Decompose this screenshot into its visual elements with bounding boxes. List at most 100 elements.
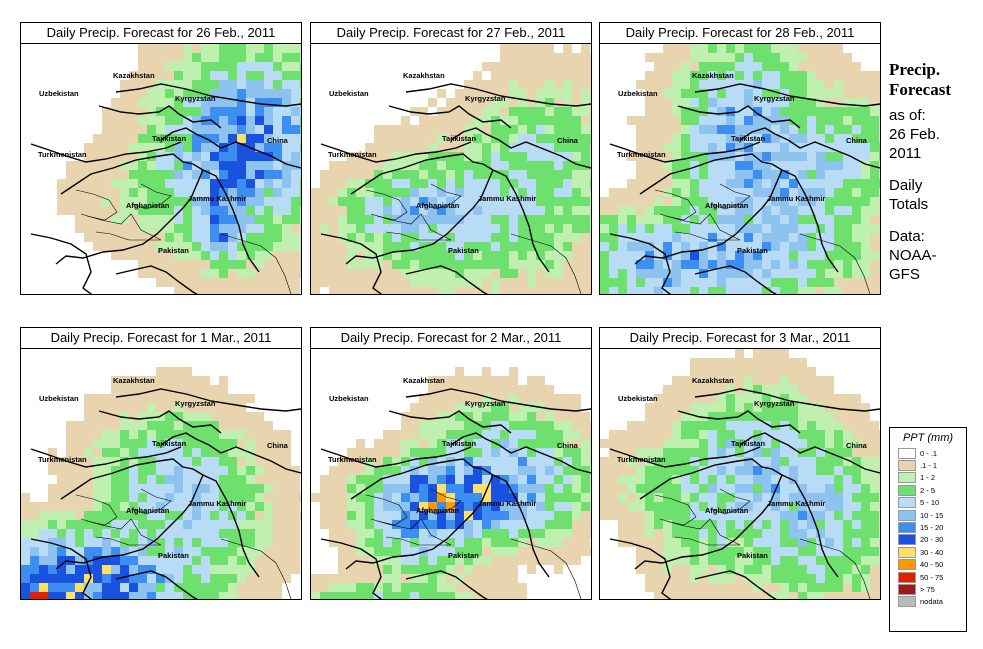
- precip-cell: [419, 251, 428, 260]
- legend-row: 2 - 5: [890, 484, 966, 496]
- precip-cell: [518, 161, 527, 170]
- border-line: [115, 83, 301, 107]
- precip-cell: [618, 457, 627, 466]
- precip-cell: [545, 502, 554, 511]
- precip-cell: [870, 439, 879, 448]
- precip-cell: [654, 529, 663, 538]
- precip-cell: [518, 89, 527, 98]
- precip-cell: [264, 583, 273, 592]
- precip-cell: [807, 107, 816, 116]
- precip-cell: [834, 260, 843, 269]
- precip-cell: [329, 242, 338, 251]
- precip-cell: [437, 457, 446, 466]
- precip-cell: [663, 233, 672, 242]
- precip-cell: [356, 592, 365, 599]
- precip-cell: [744, 161, 753, 170]
- precip-cell: [825, 538, 834, 547]
- precip-cell: [300, 107, 301, 116]
- precip-cell: [48, 556, 57, 565]
- precip-cell: [681, 269, 690, 278]
- precip-cell: [138, 170, 147, 179]
- precip-cell: [374, 556, 383, 565]
- precip-cell: [201, 475, 210, 484]
- precip-cell: [356, 233, 365, 242]
- label-pakistan: Pakistan: [737, 551, 768, 560]
- precip-cell: [428, 197, 437, 206]
- precip-cell: [735, 206, 744, 215]
- precip-cell: [708, 269, 717, 278]
- precip-cell: [771, 188, 780, 197]
- precip-cell: [545, 179, 554, 188]
- precip-cell: [572, 448, 581, 457]
- precip-cell: [165, 556, 174, 565]
- precip-cell: [600, 242, 609, 251]
- precip-cell: [255, 170, 264, 179]
- precip-cell: [699, 215, 708, 224]
- precip-cell: [581, 44, 590, 53]
- precip-cell: [201, 260, 210, 269]
- precip-cell: [237, 62, 246, 71]
- border-line: [98, 105, 222, 129]
- precip-cell: [75, 179, 84, 188]
- precip-cell: [708, 44, 717, 53]
- precip-cell: [870, 116, 879, 125]
- precip-cell: [717, 188, 726, 197]
- precip-cell: [464, 403, 473, 412]
- precip-cell: [464, 170, 473, 179]
- precip-cell: [255, 251, 264, 260]
- precip-cell: [129, 125, 138, 134]
- precip-cell: [609, 206, 618, 215]
- precip-cell: [138, 53, 147, 62]
- panel-title: Daily Precip. Forecast for 1 Mar., 2011: [21, 328, 301, 349]
- precip-cell: [437, 215, 446, 224]
- precip-cell: [455, 242, 464, 251]
- precip-cell: [228, 287, 237, 294]
- label-uzbekistan: Uzbekistan: [618, 89, 658, 98]
- precip-cell: [455, 403, 464, 412]
- precip-cell: [219, 62, 228, 71]
- precip-cell: [93, 421, 102, 430]
- precip-cell: [282, 457, 291, 466]
- precip-cell: [84, 529, 93, 538]
- precip-cell: [870, 502, 879, 511]
- precip-cell: [84, 421, 93, 430]
- precip-cell: [581, 224, 590, 233]
- precip-cell: [717, 260, 726, 269]
- precip-cell: [129, 134, 138, 143]
- label-kyrgyzstan: Kyrgyzstan: [754, 94, 795, 103]
- precip-cell: [852, 547, 861, 556]
- precip-cell: [663, 430, 672, 439]
- precip-cell: [618, 269, 627, 278]
- precip-cell: [600, 278, 609, 287]
- precip-cell: [255, 502, 264, 511]
- precip-cell: [102, 556, 111, 565]
- precip-cell: [165, 116, 174, 125]
- precip-cell: [138, 80, 147, 89]
- precip-cell: [374, 502, 383, 511]
- precip-cell: [174, 116, 183, 125]
- precip-cell: [572, 152, 581, 161]
- precip-cell: [618, 224, 627, 233]
- precip-cell: [627, 179, 636, 188]
- precip-cell: [735, 466, 744, 475]
- precip-cell: [672, 430, 681, 439]
- precip-cell: [672, 457, 681, 466]
- precip-cell: [491, 260, 500, 269]
- precip-cell: [636, 466, 645, 475]
- precip-cell: [753, 233, 762, 242]
- precip-cell: [545, 547, 554, 556]
- precip-cell: [563, 107, 572, 116]
- precip-cell: [329, 484, 338, 493]
- precip-cell: [825, 260, 834, 269]
- precip-cell: [627, 466, 636, 475]
- precip-cell: [156, 457, 165, 466]
- precip-cell: [744, 44, 753, 53]
- precip-cell: [66, 439, 75, 448]
- precip-cell: [536, 242, 545, 251]
- precip-cell: [536, 71, 545, 80]
- precip-cell: [789, 583, 798, 592]
- precip-cell: [870, 152, 879, 161]
- precip-cell: [581, 80, 590, 89]
- precip-cell: [572, 224, 581, 233]
- precip-cell: [554, 439, 563, 448]
